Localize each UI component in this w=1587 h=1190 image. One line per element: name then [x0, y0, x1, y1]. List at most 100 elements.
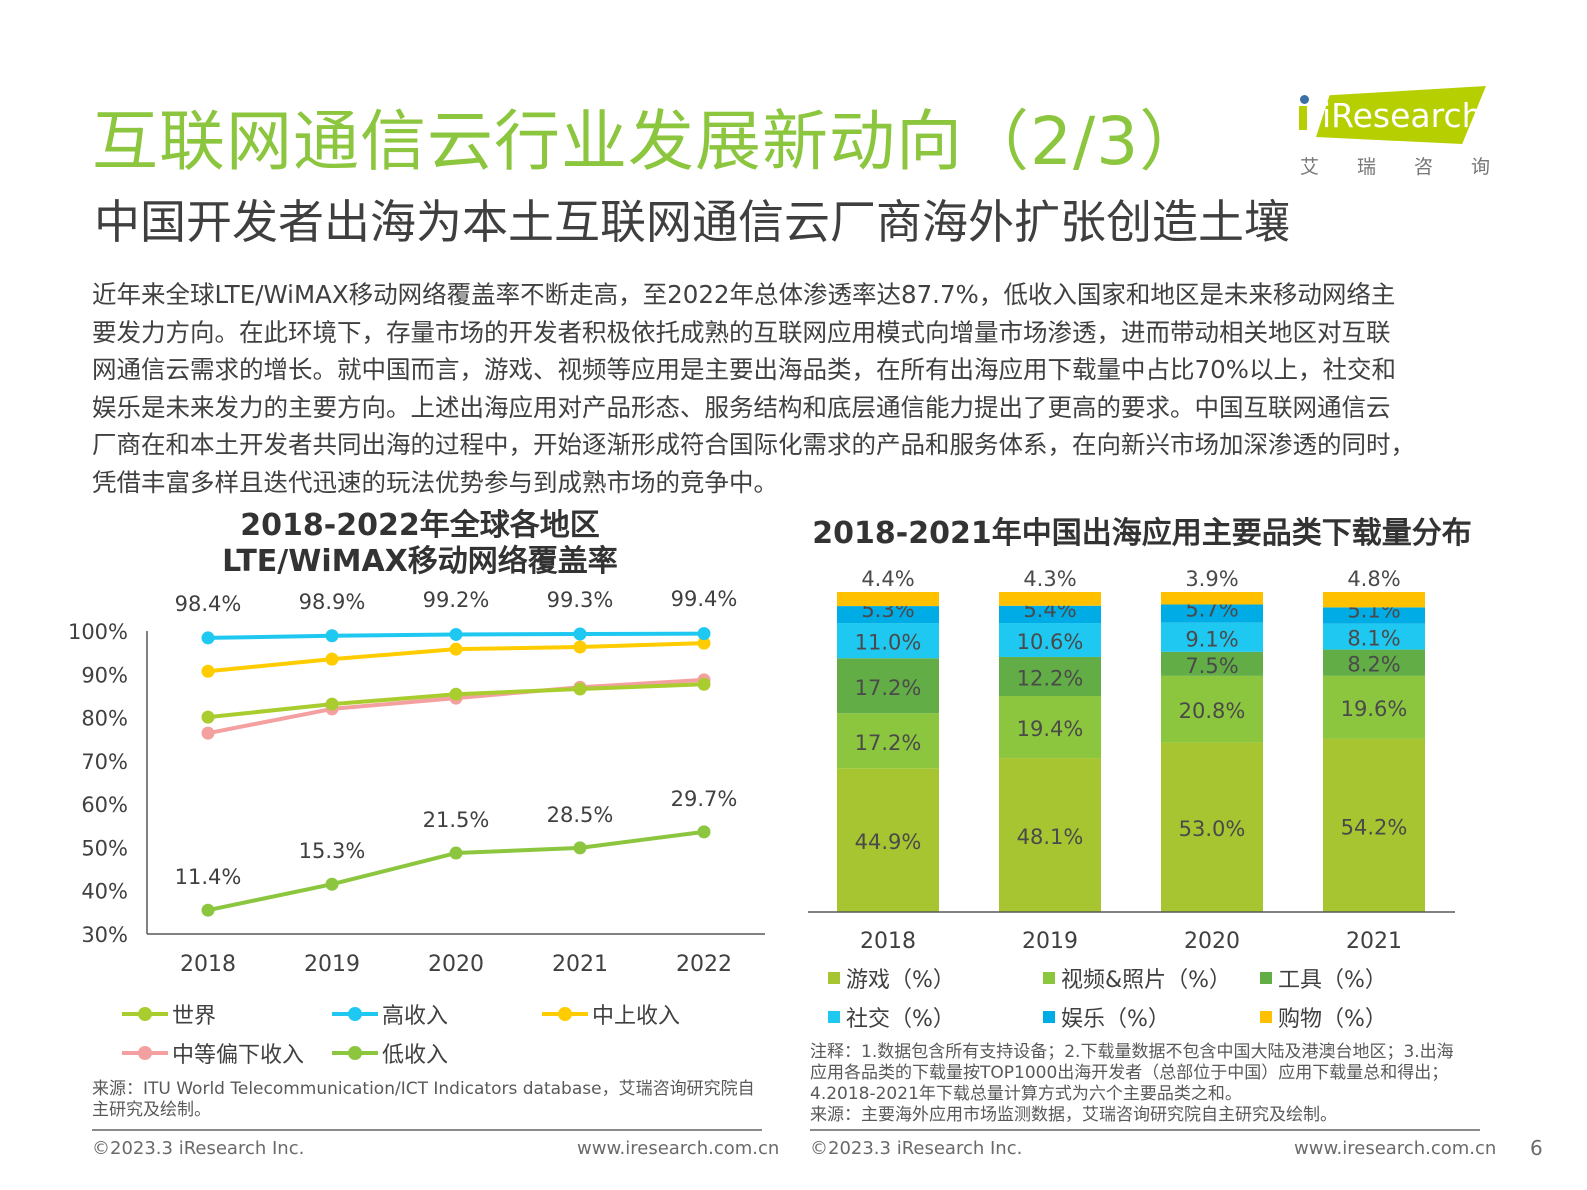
- note-line: 注释：1.数据包含所有支持设备；2.下载量数据不包含中国大陆及港澳台地区；3.出…: [810, 1042, 1454, 1062]
- divider: [92, 1129, 762, 1131]
- data-label: 99.2%: [423, 588, 490, 612]
- bar-segment: [1323, 675, 1425, 739]
- page-number: 6: [1530, 1136, 1543, 1160]
- legend-item-shopping: 购物（%）: [1260, 1001, 1387, 1033]
- series-line: [207, 829, 705, 913]
- bar-segment: [1161, 742, 1263, 912]
- data-point: [449, 642, 463, 656]
- legend-label: 高收入: [382, 1004, 449, 1029]
- legend-item-tools: 工具（%）: [1260, 962, 1387, 994]
- data-label: 99.3%: [547, 588, 614, 612]
- legend-label: 中上收入: [592, 1004, 681, 1029]
- data-point: [697, 636, 711, 650]
- bar-segment: [837, 768, 939, 912]
- data-label: 8.1%: [1347, 627, 1400, 651]
- line-chart: 100% 90% 80% 70% 60% 50% 40% 30% 2018 2019 2020 202…: [68, 587, 765, 977]
- y-tick-label: 90%: [81, 663, 128, 687]
- data-label: 98.9%: [299, 590, 366, 614]
- y-tick-label: 70%: [81, 750, 128, 774]
- bar-segment: [837, 713, 939, 769]
- source-line: 主研究及绘制。: [92, 1100, 211, 1120]
- line-chart-title: 2018-2022年全球各地区 LTE/WiMAX移动网络覆盖率: [160, 508, 680, 580]
- legend-item-high: 高收入: [332, 998, 448, 1030]
- body-line: 网通信云需求的增长。就中国而言，游戏、视频等应用是主要出海品类，在所有出海应用下…: [92, 355, 1396, 384]
- bar-segment: [1161, 592, 1263, 605]
- y-tick-label: 40%: [81, 880, 128, 904]
- data-label: 3.9%: [1185, 567, 1238, 591]
- data-label: 21.5%: [423, 808, 490, 832]
- body-line: 要发力方向。在此环境下，存量市场的开发者积极依托成熟的互联网应用模式向增量市场渗…: [92, 317, 1391, 347]
- data-label: 44.9%: [855, 830, 922, 854]
- x-tick-label: 2022: [676, 952, 732, 977]
- data-label: 19.4%: [1017, 717, 1084, 741]
- x-tick-label: 2021: [552, 952, 608, 977]
- data-point: [325, 652, 339, 666]
- note-line: 应用各品类的下载量按TOP1000出海开发者（总部位于中国）应用下载量总和得出；: [810, 1063, 1449, 1083]
- data-label: 9.1%: [1185, 627, 1238, 651]
- y-tick-label: 60%: [81, 793, 128, 817]
- note-line: 4.2018-2021年下载总量计算方式为六个主要品类之和。: [810, 1084, 1242, 1104]
- data-point: [201, 710, 215, 724]
- bar-segment: [1323, 623, 1425, 650]
- body-paragraph: 近年来全球LTE/WiMAX移动网络覆盖率不断走高，至2022年总体渗透率达87…: [92, 276, 1492, 501]
- bar-segment: [999, 696, 1101, 759]
- data-point: [201, 631, 215, 645]
- x-tick-label: 2018: [180, 952, 236, 977]
- bar-segment: [837, 623, 939, 659]
- footer-copyright: ©2023.3 iResearch Inc.: [810, 1138, 1023, 1159]
- footer-url: www.iresearch.com.cn: [577, 1138, 780, 1159]
- bar-segment: [1323, 649, 1425, 676]
- data-label: 11.4%: [175, 865, 242, 889]
- bar-segment: [1323, 592, 1425, 608]
- x-tick-label: 2020: [428, 952, 484, 977]
- data-label: 29.7%: [671, 787, 738, 811]
- data-label: 53.0%: [1179, 817, 1246, 841]
- data-point: [573, 627, 587, 641]
- data-label: 20.8%: [1179, 699, 1246, 723]
- data-label: 19.6%: [1341, 697, 1408, 721]
- logo-cn-char: 艾: [1300, 156, 1320, 178]
- legend-item-social: 社交（%）: [828, 1001, 955, 1033]
- data-label: 54.2%: [1341, 815, 1408, 839]
- source-line: 来源：ITU World Telecommunication/ICT Indic…: [92, 1079, 755, 1099]
- bar-segment: [837, 592, 939, 607]
- x-tick-label: 2020: [1184, 929, 1240, 954]
- data-point: [449, 846, 463, 860]
- x-tick-label: 2021: [1346, 929, 1402, 954]
- x-tick-label: 2019: [304, 952, 360, 977]
- data-label: 28.5%: [547, 803, 614, 827]
- data-label: 11.0%: [855, 631, 922, 655]
- bar-segment: [999, 623, 1101, 657]
- y-tick-label: 30%: [81, 923, 128, 947]
- data-label: 4.8%: [1347, 567, 1400, 591]
- body-line: 凭借丰富多样且迭代迅速的玩法优势参与到成熟市场的竞争中。: [92, 467, 778, 497]
- data-point: [573, 841, 587, 855]
- data-label: 99.4%: [671, 587, 738, 611]
- bar-segment: [1161, 675, 1263, 743]
- body-line: 近年来全球LTE/WiMAX移动网络覆盖率不断走高，至2022年总体渗透率达87…: [92, 280, 1396, 309]
- page-subtitle: 中国开发者出海为本土互联网通信云厂商海外扩张创造土壤: [94, 195, 1290, 249]
- logo-text: iResearch: [1322, 96, 1483, 135]
- line-chart-title-line: 2018-2022年全球各地区: [240, 508, 600, 543]
- line-chart-source: 来源：ITU World Telecommunication/ICT Indic…: [92, 1079, 755, 1121]
- legend-item-games: 游戏（%）: [828, 962, 955, 994]
- legend-label: 游戏（%）: [846, 968, 955, 993]
- data-point: [573, 682, 587, 696]
- bar-segment: [999, 592, 1101, 606]
- bar-segment: [999, 758, 1101, 912]
- data-label: 12.2%: [1017, 666, 1084, 690]
- bar-segment: [999, 605, 1101, 624]
- divider: [810, 1129, 1480, 1131]
- iresearch-logo: iResearch 艾 瑞 咨 询: [1296, 82, 1491, 182]
- data-point: [573, 640, 587, 654]
- legend-item-low: 低收入: [332, 1037, 448, 1069]
- bar-segment: [999, 656, 1101, 696]
- legend-label: 低收入: [382, 1043, 449, 1068]
- legend-label: 世界: [172, 1004, 217, 1029]
- data-label: 15.3%: [299, 839, 366, 863]
- data-point: [697, 825, 711, 839]
- y-tick-label: 80%: [81, 707, 128, 731]
- bar-segment: [1323, 607, 1425, 624]
- bar-segment: [837, 658, 939, 714]
- legend-label: 购物（%）: [1278, 1007, 1387, 1032]
